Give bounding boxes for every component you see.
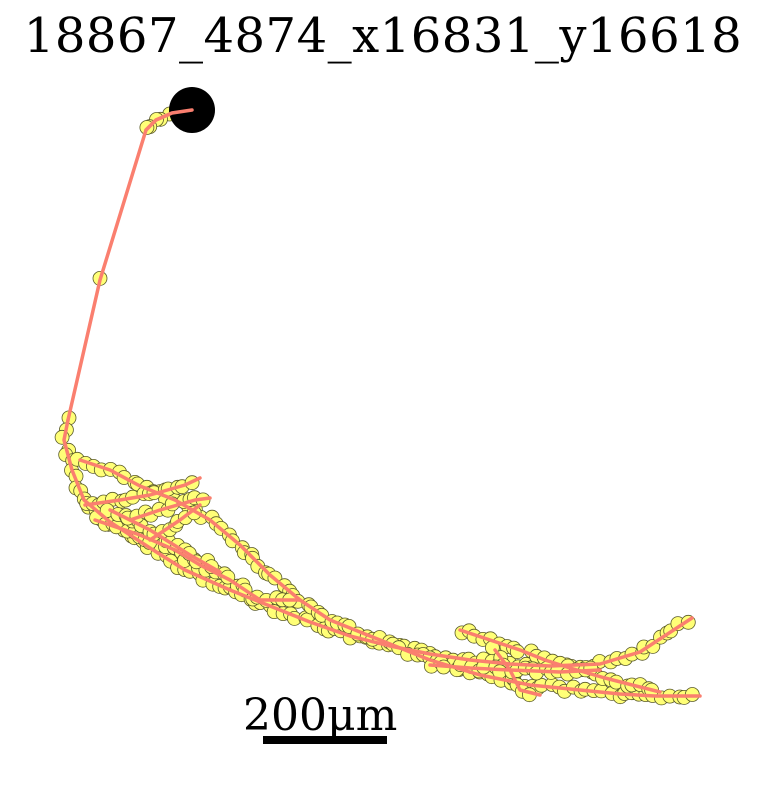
neurite-path bbox=[66, 108, 192, 422]
neurite-path bbox=[78, 458, 702, 698]
neurite-path bbox=[83, 476, 202, 507]
soma-neurite bbox=[144, 108, 194, 132]
scale-bar-label: 200μm bbox=[243, 690, 398, 741]
neurite-path bbox=[428, 663, 602, 674]
neurite-path bbox=[458, 628, 662, 694]
figure-title: 18867_4874_x16831_y16618 bbox=[23, 8, 743, 64]
scale-bar bbox=[263, 736, 387, 744]
neurite-path bbox=[493, 648, 542, 697]
neurite-path bbox=[128, 496, 212, 522]
neurite-path bbox=[62, 418, 694, 668]
neurite-path bbox=[93, 518, 302, 602]
neurite-path bbox=[148, 503, 202, 542]
